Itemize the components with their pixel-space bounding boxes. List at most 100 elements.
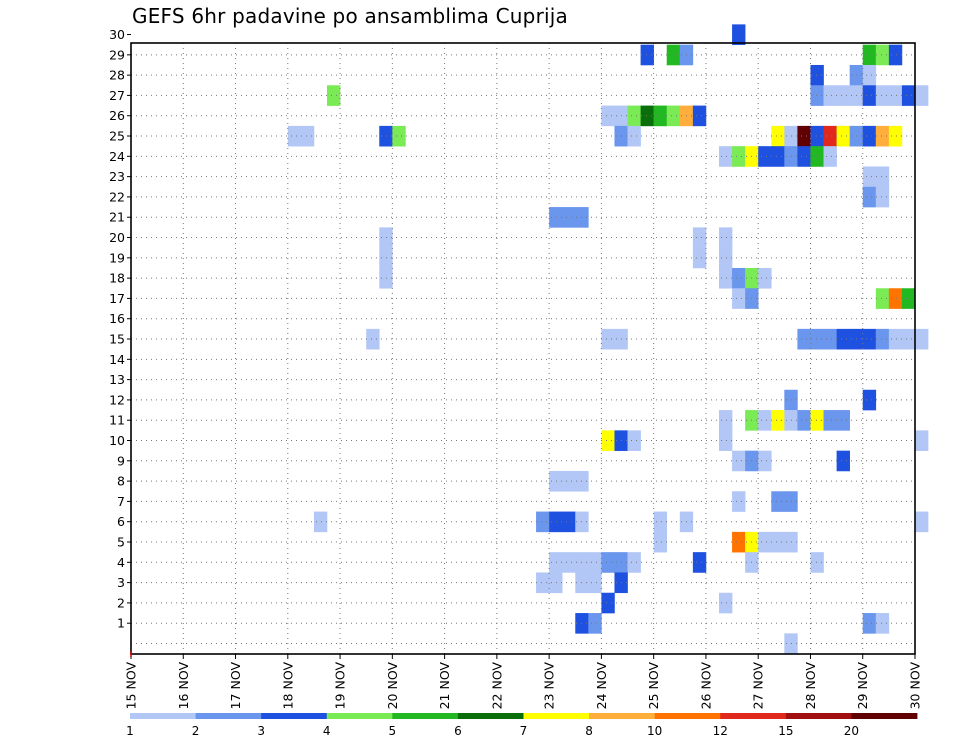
heatmap-cell	[810, 64, 824, 86]
heatmap-cell	[758, 531, 772, 553]
heatmap-cell	[797, 410, 811, 431]
colorbar-swatch	[654, 713, 721, 719]
colorbar-label: 20	[844, 724, 859, 738]
x-tick-label: 21 NOV	[437, 662, 452, 710]
heatmap-cell	[758, 146, 772, 167]
heatmap-cell	[810, 410, 824, 431]
heatmap-cell	[888, 328, 903, 350]
heatmap-cell	[862, 85, 877, 106]
heatmap-cells	[287, 24, 929, 654]
heatmap-cell	[666, 105, 681, 127]
heatmap-cell	[719, 247, 733, 269]
heatmap-cell	[640, 44, 654, 66]
colorbar-swatch	[326, 713, 393, 719]
heatmap-cell	[692, 227, 707, 248]
heatmap-cell	[366, 328, 380, 350]
heatmap-cell	[875, 125, 890, 147]
x-tick-label: 26 NOV	[698, 662, 713, 710]
heatmap-cell	[915, 328, 929, 350]
heatmap-cell	[732, 450, 746, 472]
heatmap-cell	[562, 552, 576, 573]
heatmap-cell	[692, 105, 707, 127]
heatmap-cell	[666, 44, 681, 66]
heatmap-cell	[287, 125, 302, 147]
colorbar-label: 6	[454, 724, 462, 738]
heatmap-cell	[536, 511, 550, 533]
heatmap-cell	[719, 267, 733, 289]
x-tick-label: 16 NOV	[176, 662, 191, 710]
x-tick-label: 17 NOV	[228, 662, 243, 710]
heatmap-cell	[771, 125, 785, 147]
heatmap-cell	[915, 430, 929, 451]
colorbar-label: 7	[520, 724, 528, 738]
heatmap-cell	[862, 125, 877, 147]
colorbar-swatch	[720, 713, 787, 719]
heatmap-cell	[601, 328, 615, 350]
heatmap-cell	[771, 146, 785, 167]
heatmap-cell	[875, 613, 890, 634]
heatmap-cell	[901, 288, 916, 309]
y-tick-label: 13	[109, 372, 125, 387]
heatmap-cell	[823, 146, 837, 167]
heatmap-cell	[758, 450, 772, 472]
heatmap-cell	[379, 247, 393, 269]
heatmap-cell	[627, 125, 641, 147]
heatmap-cell	[758, 410, 772, 431]
chart-title: GEFS 6hr padavine po ansamblima Cuprija	[132, 4, 568, 28]
colorbar-swatch	[195, 713, 262, 719]
colorbar-label: 8	[585, 724, 593, 738]
colorbar-swatch	[523, 713, 590, 719]
heatmap-cell	[901, 85, 916, 106]
colorbar-label: 4	[323, 724, 331, 738]
heatmap-cell	[379, 267, 393, 289]
y-tick-label: 7	[117, 494, 125, 509]
x-tick-label: 29 NOV	[855, 662, 870, 710]
heatmap-cell	[875, 288, 890, 309]
heatmap-cell	[719, 227, 733, 248]
heatmap-cell	[862, 64, 877, 86]
heatmap-cell	[771, 491, 785, 512]
colorbar: 1 2 3 4 5 6 7 8 10 12 15 20	[126, 713, 918, 738]
heatmap-cell	[888, 288, 903, 309]
heatmap-cell	[810, 328, 824, 350]
y-tick-label: 30	[109, 27, 125, 42]
heatmap-cell	[875, 85, 890, 106]
y-tick-label: 6	[117, 514, 125, 529]
heatmap-cell	[862, 44, 877, 66]
y-tick-label: 14	[109, 352, 125, 367]
heatmap-cell	[549, 572, 563, 594]
colorbar-swatch	[785, 713, 852, 719]
x-tick-label: 27 NOV	[751, 662, 766, 710]
heatmap-cell	[915, 511, 929, 533]
x-tick-label: 18 NOV	[280, 662, 295, 710]
y-tick-label: 26	[109, 108, 125, 123]
y-tick-label: 9	[117, 453, 125, 468]
y-tick-label: 3	[117, 575, 125, 590]
heatmap-cell	[823, 328, 837, 350]
heatmap-cell	[601, 592, 615, 614]
y-tick-label: 12	[109, 392, 125, 407]
y-tick-label: 19	[109, 250, 125, 265]
heatmap-cell	[549, 511, 563, 533]
heatmap-cell	[862, 186, 877, 208]
heatmap-cell	[719, 410, 733, 431]
y-tick-label: 16	[109, 311, 125, 326]
y-tick-label: 21	[109, 210, 125, 225]
heatmap-cell	[640, 105, 654, 127]
heatmap-cell	[601, 105, 615, 127]
x-tick-label: 19 NOV	[333, 662, 348, 710]
heatmap-cell	[836, 85, 850, 106]
heatmap-cell	[836, 450, 850, 472]
heatmap-cell	[758, 267, 772, 289]
heatmap-cell	[732, 24, 746, 45]
heatmap-cell	[771, 531, 785, 553]
heatmap-cell	[627, 430, 641, 451]
y-tick-label: 15	[109, 332, 125, 347]
y-tick-label: 4	[117, 555, 125, 570]
heatmap-cell	[653, 105, 668, 127]
y-axis: 1234567891011121314151617181920212223242…	[109, 27, 131, 631]
y-tick-label: 24	[109, 149, 125, 164]
heatmap-cell	[300, 125, 315, 147]
y-tick-label: 18	[109, 271, 125, 286]
